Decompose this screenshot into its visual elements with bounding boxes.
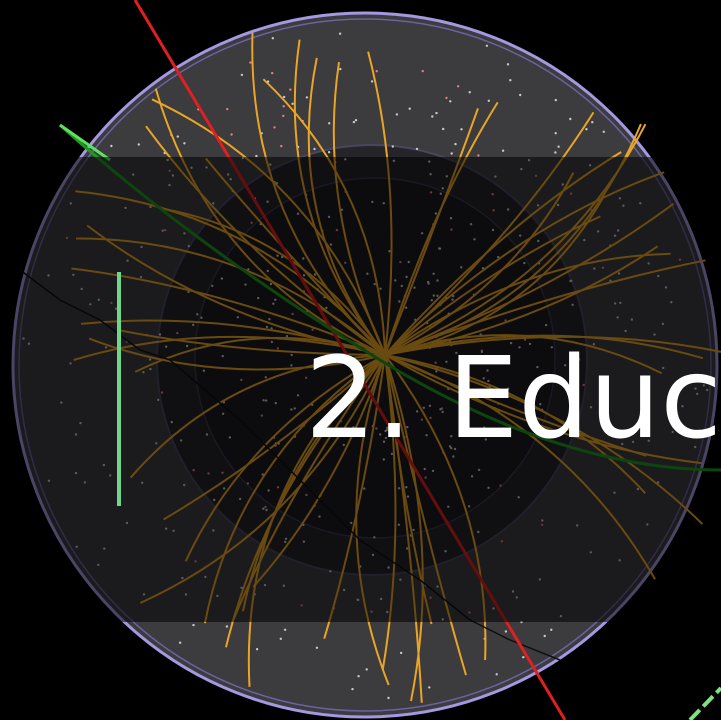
hit (255, 155, 257, 157)
hit (313, 148, 315, 150)
hit (339, 68, 341, 70)
hit (328, 151, 330, 153)
hit (555, 99, 557, 101)
hit (422, 70, 424, 72)
hit (509, 79, 511, 81)
hit (138, 143, 140, 145)
hit (544, 635, 546, 637)
hit (177, 135, 179, 137)
hit (502, 150, 504, 152)
hit (507, 63, 509, 65)
hit (449, 100, 451, 102)
hit (460, 128, 462, 130)
hit (550, 629, 552, 631)
hit (306, 96, 308, 98)
hit (283, 96, 285, 98)
hit (291, 103, 293, 105)
hit (192, 624, 194, 626)
hit (280, 638, 282, 640)
hit (280, 145, 282, 147)
hit (387, 697, 389, 699)
hit (351, 688, 353, 690)
hit (110, 145, 112, 147)
hit (241, 74, 243, 76)
hit (328, 122, 330, 124)
hit (226, 108, 228, 110)
hit (457, 85, 459, 87)
hit (435, 112, 437, 114)
hit (353, 121, 355, 123)
hit (488, 100, 490, 102)
slide-title: 2. Educ (305, 334, 721, 464)
hit (591, 121, 593, 123)
hit (442, 128, 444, 130)
hit (409, 108, 411, 110)
hit (428, 686, 430, 688)
hit (249, 61, 251, 63)
hit (183, 142, 185, 144)
hit (505, 630, 507, 632)
hit (357, 675, 359, 677)
hit (522, 656, 524, 658)
hit (179, 642, 181, 644)
hit (273, 126, 275, 128)
hit (396, 113, 398, 115)
hit (230, 133, 232, 135)
hit (272, 37, 274, 39)
hit (355, 119, 357, 121)
hit (282, 115, 284, 117)
hit (416, 148, 418, 150)
hit (519, 94, 521, 96)
event-display: 2. Educ (0, 0, 721, 720)
hit (289, 88, 291, 90)
hit (477, 154, 479, 156)
hit (284, 629, 286, 631)
hit (366, 668, 368, 670)
hit (454, 143, 456, 145)
hit (271, 72, 273, 74)
hit (469, 91, 471, 93)
hit (451, 152, 453, 154)
hit (316, 647, 318, 649)
hit (486, 45, 488, 47)
hit (283, 105, 285, 107)
hit (371, 80, 373, 82)
hit (557, 146, 559, 148)
hit (226, 625, 228, 627)
hit (496, 673, 498, 675)
page: 2. Educ (() => { const data = JSON.parse… (0, 0, 721, 720)
hit (256, 648, 258, 650)
hit (569, 118, 571, 120)
hit (603, 131, 605, 133)
hit (585, 128, 587, 130)
hit (392, 145, 394, 147)
hit (400, 652, 402, 654)
hit (445, 97, 447, 99)
hit (376, 70, 378, 72)
hit (554, 151, 556, 153)
hit (555, 132, 557, 134)
hit (431, 115, 433, 117)
hit (339, 33, 341, 35)
